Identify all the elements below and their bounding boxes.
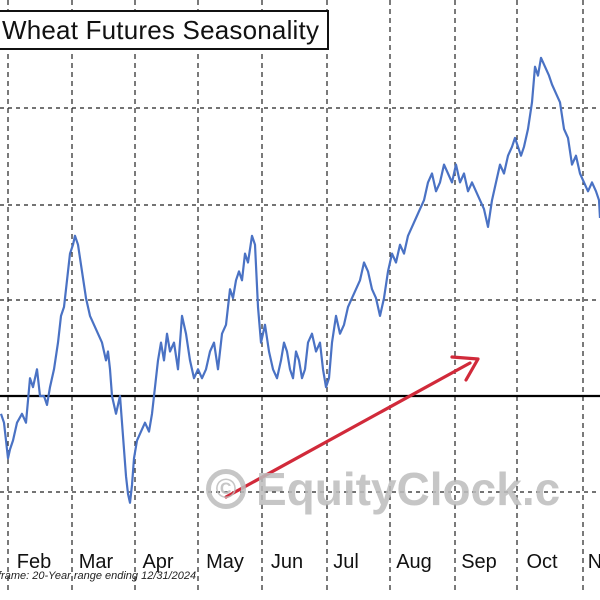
watermark-text: EquityClock.c	[256, 463, 561, 515]
month-label-oct: Oct	[526, 551, 558, 573]
horizontal-gridlines	[0, 107, 600, 493]
month-label-mar: Mar	[79, 551, 114, 573]
month-label-n: N	[588, 551, 600, 573]
trend-arrow-shaft	[224, 361, 472, 499]
trend-arrow	[224, 355, 480, 499]
trend-arrow-head	[450, 355, 480, 382]
wheat-seasonality-line	[0, 56, 600, 504]
month-label-may: May	[206, 551, 244, 573]
watermark: © EquityClock.c	[206, 462, 560, 516]
chart-title: Wheat Futures Seasonality	[2, 14, 320, 45]
month-label-sep: Sep	[461, 551, 497, 573]
month-label-jun: Jun	[271, 551, 303, 573]
copyright-icon: ©	[206, 469, 246, 509]
chart-title-box: Wheat Futures Seasonality	[0, 10, 330, 50]
month-label-jul: Jul	[333, 551, 359, 573]
month-label-aug: Aug	[396, 551, 432, 573]
footnote: frame: 20-Year range ending 12/31/2024	[0, 570, 197, 582]
month-label-apr: Apr	[142, 551, 173, 573]
x-axis-month-labels: Feb Mar Apr May Jun Jul Aug Sep Oct N	[17, 551, 600, 573]
month-label-feb: Feb	[17, 551, 51, 573]
